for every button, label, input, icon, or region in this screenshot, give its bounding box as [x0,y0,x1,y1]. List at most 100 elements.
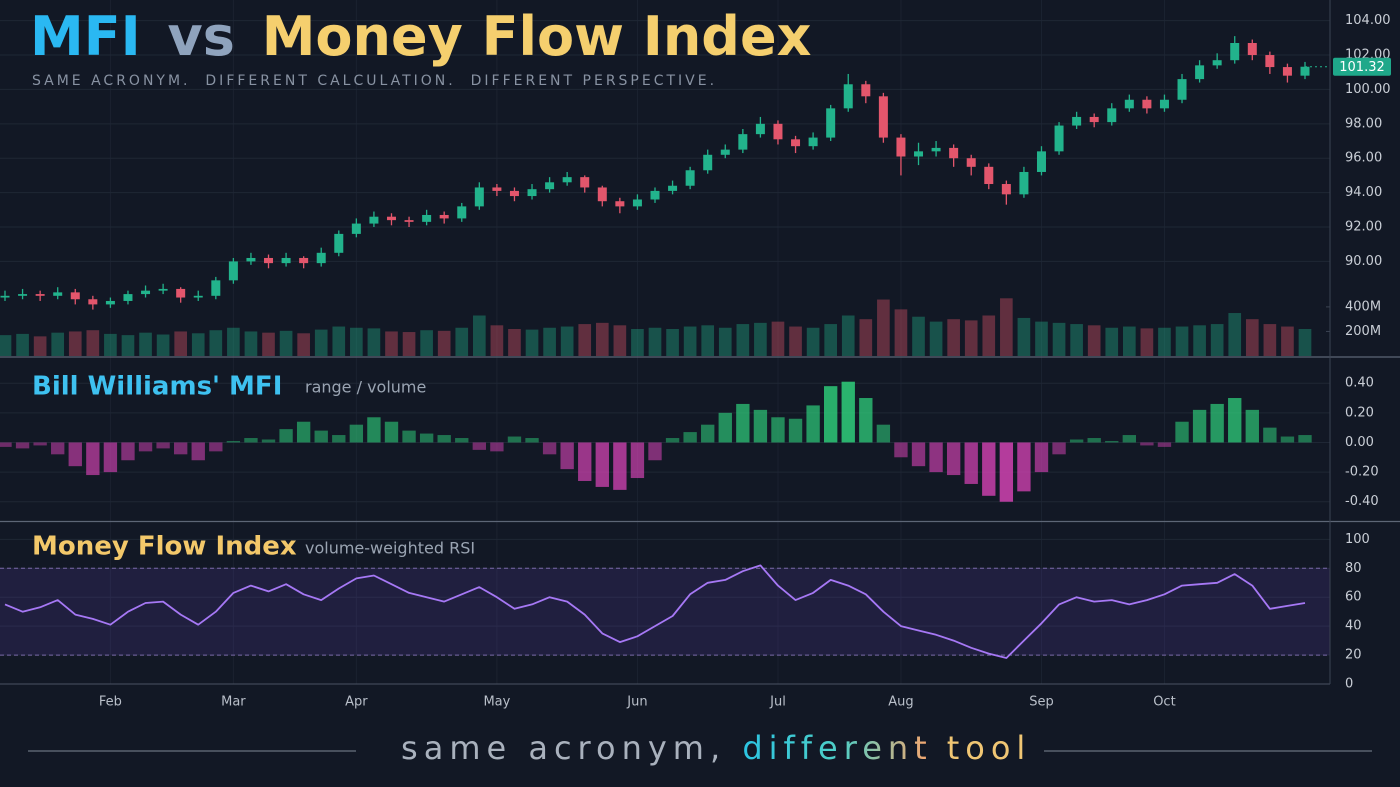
volume-bar [666,328,679,356]
candle-body [527,189,537,197]
mfi-bar [630,442,645,479]
candle-body [1282,67,1292,76]
mfi-bar [1087,438,1101,443]
last-price-box [1333,57,1391,76]
volume-bar [631,328,644,356]
mfi-bar [946,442,961,476]
candle-body [562,177,572,183]
candle-body [1124,99,1134,109]
mfi-bar [701,424,715,443]
y-tick-label: 200M [1345,324,1381,339]
volume-bar [227,327,240,356]
volume-bar [86,330,100,356]
mfi-bar [964,442,978,484]
volume-bar [1123,326,1136,356]
mfi-bar [103,442,118,473]
volume-bar [595,322,609,356]
mfi-bar [894,442,908,458]
mfi-line [4,564,1306,659]
candle-body [1177,79,1187,100]
mfi-bar [490,442,504,452]
candle-body [105,300,115,305]
mfi-bar [613,442,627,490]
volume-bar [473,315,486,356]
candle-body [738,134,748,150]
candle-body [211,280,221,296]
mfi-bar [296,421,311,443]
volume-bar [841,315,855,356]
volume-bar [367,328,381,356]
candle-body [53,292,63,296]
candle-body [808,137,818,147]
volume-bar [929,321,943,356]
candle-body [896,137,906,157]
mfi-bar [648,442,662,461]
volume-bar [490,325,504,356]
mfi-bar [806,405,820,443]
candle-body [931,147,941,152]
panel-subtitle: range / volume [305,378,426,397]
candle-body [1212,60,1222,66]
y-tick-label: 80 [1345,561,1362,576]
candle-body [316,252,326,264]
mfi-bar [472,442,486,450]
candle-body [1142,99,1152,109]
volume-bar [0,335,12,356]
band [0,568,1330,656]
y-tick-label: 100.00 [1345,82,1391,97]
mfi-bar [665,438,680,443]
volume-bar [16,333,29,356]
x-tick-label: May [483,695,510,710]
candle-body [404,220,414,222]
mfi-bar [314,430,328,443]
title: MFI vs Money Flow Index [30,5,812,68]
volume-bar [1298,328,1312,356]
volume-bar [297,333,310,356]
mfi-bar [209,442,223,452]
mfi-bar [191,442,205,461]
candle-body [545,182,555,190]
volume-bar [543,327,556,356]
candle-body [0,295,10,298]
panel-subtitle: volume-weighted RSI [305,539,475,558]
x-tick-label: Mar [221,695,246,710]
grid-layer [0,0,1330,685]
candle-body [246,257,256,262]
volume-bar [156,334,170,356]
mfi-bar [999,442,1014,502]
mfi-bar [1052,442,1066,455]
mfi-bar [1140,442,1154,446]
title-part: MFI [30,5,141,68]
candle-body [703,154,713,171]
candle-body [281,257,291,264]
volume-bar [68,331,82,356]
mfi-bar [279,429,293,443]
volume-bar [139,332,152,356]
mfi-bar [876,424,891,443]
mfi-bar [402,430,416,443]
candle-body [668,185,678,191]
y-tick-label: 94.00 [1345,185,1382,200]
volume-bar [455,327,469,356]
volume-bar [1228,313,1242,356]
candle-body [966,158,976,167]
volume-bar [1087,325,1101,356]
volume-bar [1000,298,1013,356]
mfi-bar [261,439,276,443]
volume-bar [314,329,328,356]
y-tick-label: 20 [1345,648,1362,663]
volume-bar [191,333,205,356]
candle-body [422,214,432,222]
y-tick-label: 104.00 [1345,13,1391,28]
volume-bar [402,332,416,356]
volume-bar [385,331,398,356]
y-tick-label: 100 [1345,532,1370,547]
volume-bar [1158,327,1171,356]
title-part: Money Flow Index [262,5,812,68]
mfi-bar [455,438,469,443]
x-tick-label: Apr [345,695,368,710]
footer-part: tool [947,729,1032,767]
mfi-bar [736,403,750,443]
volume-bar [806,327,820,356]
